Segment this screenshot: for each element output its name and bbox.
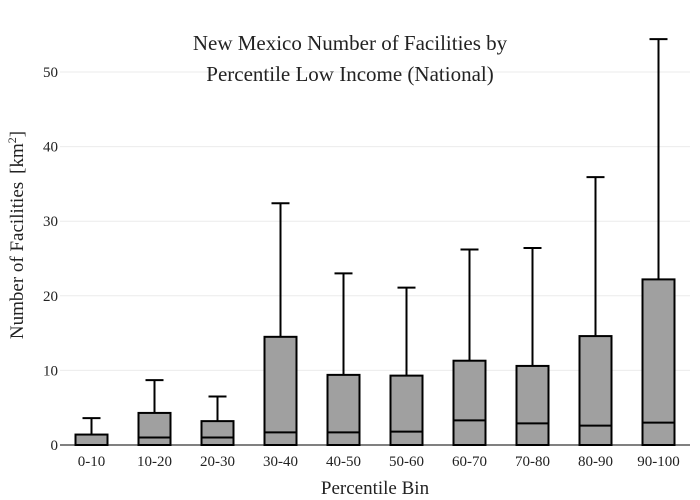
y-tick-label-40: 40	[43, 140, 58, 156]
x-tick-labels: 0-10 10-20 20-30 30-40 40-50 50-60 60-70 70-80 8…	[78, 454, 680, 470]
boxes	[74, 38, 676, 447]
box-0-10	[74, 417, 109, 446]
y-axis-title: Number of Facilities [km2]	[5, 131, 28, 339]
box-rect-60-70	[452, 359, 487, 446]
box-rect-0-10	[74, 433, 109, 446]
x-tick-label-50-60: 50-60	[389, 454, 424, 470]
box-rect-70-80	[515, 364, 550, 447]
x-tick-label-40-50: 40-50	[326, 454, 361, 470]
box-rect-30-40	[263, 335, 298, 446]
y-tick-label-0: 0	[51, 438, 59, 454]
box-rect-10-20	[137, 411, 172, 446]
box-30-40	[263, 202, 298, 446]
y-axis-unit-suffix: ]	[7, 131, 28, 137]
y-axis-title-text: Number of Facilities	[7, 182, 28, 339]
box-20-30	[200, 395, 235, 446]
chart-title-line-1: New Mexico Number of Facilities by	[193, 31, 508, 55]
box-rect-90-100	[641, 278, 676, 446]
y-tick-label-20: 20	[43, 289, 58, 305]
x-tick-label-80-90: 80-90	[578, 454, 613, 470]
box-50-60	[389, 286, 424, 447]
box-60-70	[452, 248, 487, 446]
y-axis-unit-prefix: [km	[7, 143, 28, 174]
box-10-20	[137, 379, 172, 446]
y-tick-label-50: 50	[43, 65, 58, 81]
box-rect-20-30	[200, 420, 235, 446]
x-tick-label-60-70: 60-70	[452, 454, 487, 470]
x-tick-label-20-30: 20-30	[200, 454, 235, 470]
x-tick-label-70-80: 70-80	[515, 454, 550, 470]
y-tick-label-10: 10	[43, 363, 58, 379]
chart-title-line-2: Percentile Low Income (National)	[206, 62, 493, 86]
box-40-50	[326, 272, 361, 447]
x-axis-title: Percentile Bin	[321, 478, 430, 499]
box-rect-50-60	[389, 374, 424, 447]
x-tick-label-30-40: 30-40	[263, 454, 298, 470]
x-tick-label-0-10: 0-10	[78, 454, 106, 470]
y-tick-label-30: 30	[43, 214, 58, 230]
box-90-100	[641, 38, 676, 446]
y-tick-labels: 0 10 20 30 40 50	[43, 65, 58, 454]
box-70-80	[515, 247, 550, 447]
y-axis-unit-exponent: 2	[5, 137, 19, 143]
x-tick-label-10-20: 10-20	[137, 454, 172, 470]
box-rect-40-50	[326, 373, 361, 447]
box-rect-80-90	[578, 335, 613, 447]
box-80-90	[578, 176, 613, 447]
x-tick-label-90-100: 90-100	[637, 454, 680, 470]
